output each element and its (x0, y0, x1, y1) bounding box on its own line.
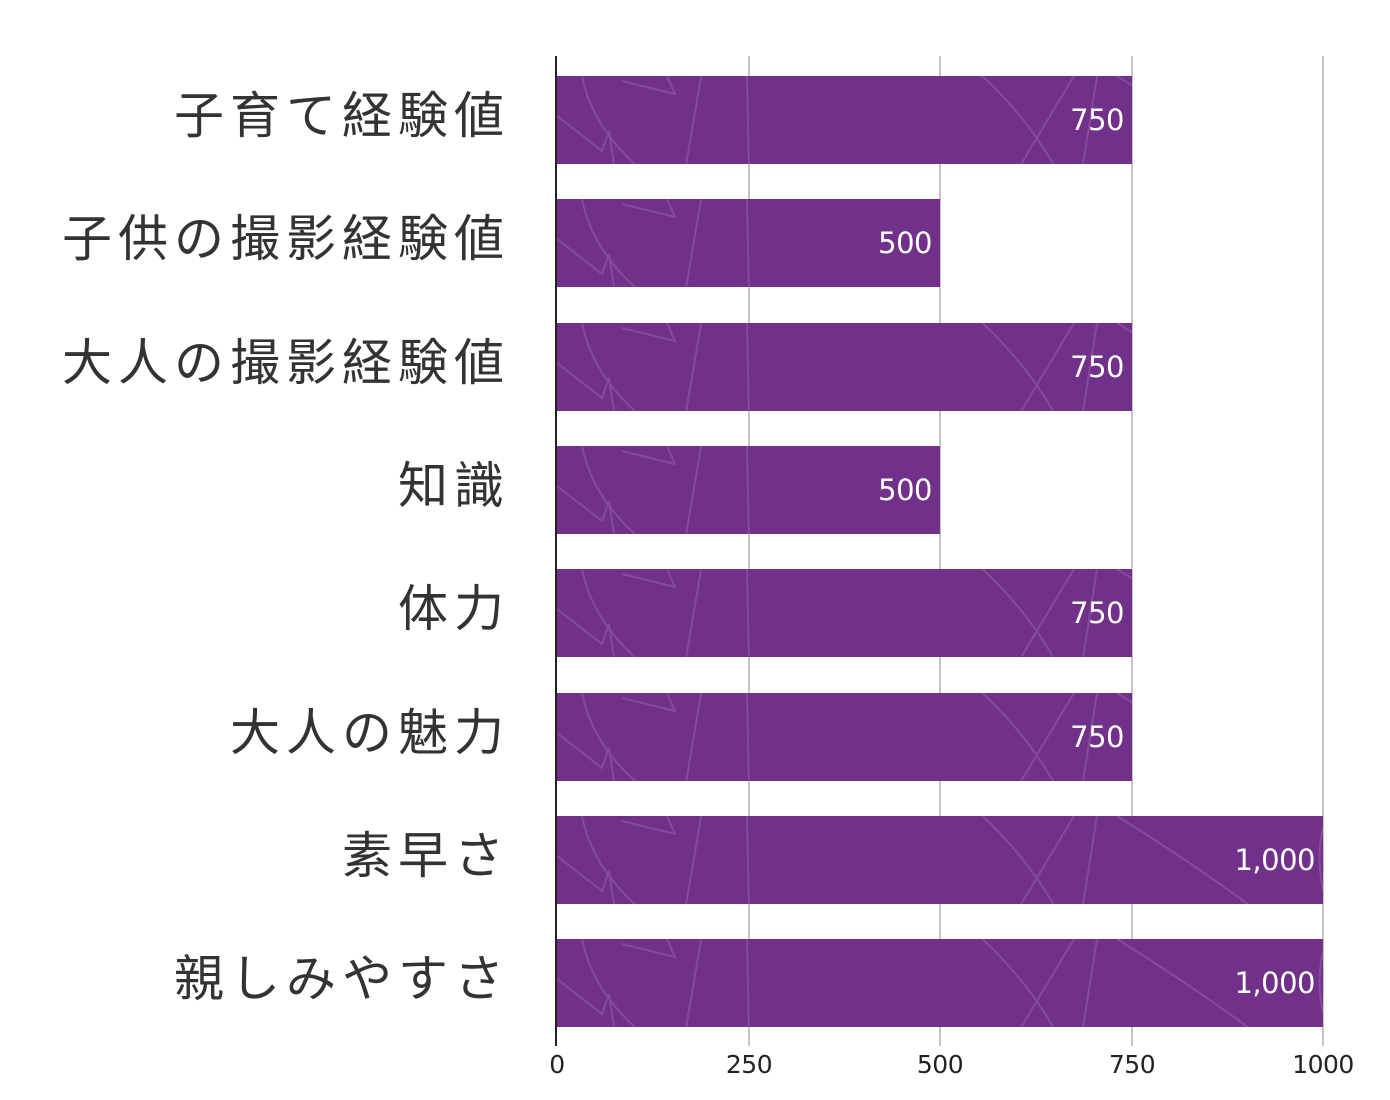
bar-value-label: 750 (1070, 720, 1124, 754)
bar-value-label: 750 (1070, 103, 1124, 137)
bar-value-label: 1,000 (1234, 843, 1315, 877)
bar: 750 (557, 323, 1132, 411)
category-label: 大人の撮影経験値 (62, 334, 510, 392)
category-label: 素早さ (342, 827, 510, 885)
bar-texture (557, 569, 1132, 657)
x-tick-label: 750 (1108, 1050, 1156, 1079)
category-label: 知識 (398, 457, 510, 515)
bar-value-label: 1,000 (1234, 966, 1315, 1000)
x-tick-label: 1000 (1292, 1050, 1354, 1079)
bar-texture (557, 76, 1132, 164)
bar-value-label: 750 (1070, 350, 1124, 384)
bar: 750 (557, 693, 1132, 781)
gridline-1000 (1322, 56, 1324, 1046)
x-tick-label: 0 (549, 1050, 565, 1079)
bar-texture (557, 323, 1132, 411)
bar: 500 (557, 446, 940, 534)
gridline-500 (939, 56, 941, 1046)
x-tick-label: 250 (725, 1050, 773, 1079)
gridline-250 (748, 56, 750, 1046)
category-label: 大人の魅力 (230, 704, 510, 762)
bar: 750 (557, 76, 1132, 164)
bar-texture (557, 939, 1323, 1027)
category-label: 体力 (398, 580, 510, 638)
bar: 750 (557, 569, 1132, 657)
bar-texture (557, 693, 1132, 781)
bar: 1,000 (557, 939, 1323, 1027)
bar-texture (557, 446, 750, 534)
category-label: 親しみやすさ (174, 950, 510, 1008)
bar-value-label: 750 (1070, 596, 1124, 630)
x-tick-label: 500 (916, 1050, 964, 1079)
bar-texture (557, 199, 750, 287)
bar-value-label: 500 (878, 226, 932, 260)
bar-texture (557, 816, 1323, 904)
category-label: 子供の撮影経験値 (62, 210, 510, 268)
bar-value-label: 500 (878, 473, 932, 507)
y-axis-line (555, 56, 557, 1046)
category-label: 子育て経験値 (174, 87, 510, 145)
bar: 1,000 (557, 816, 1323, 904)
bar: 500 (557, 199, 940, 287)
gridline-750 (1131, 56, 1133, 1046)
